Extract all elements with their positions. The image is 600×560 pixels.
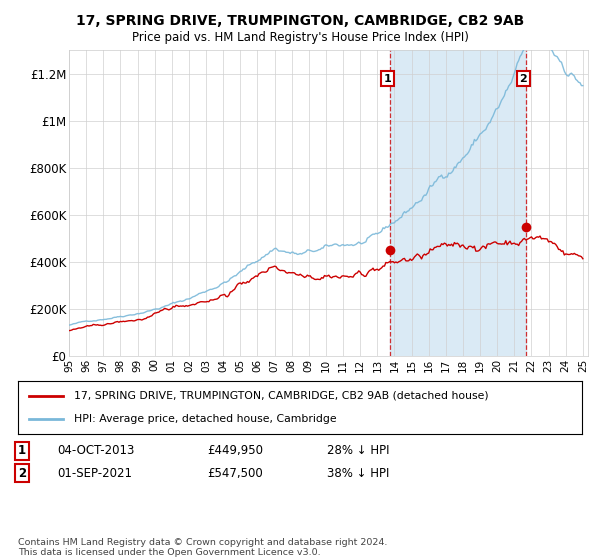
- Text: 2: 2: [18, 466, 26, 480]
- Text: 17, SPRING DRIVE, TRUMPINGTON, CAMBRIDGE, CB2 9AB: 17, SPRING DRIVE, TRUMPINGTON, CAMBRIDGE…: [76, 14, 524, 28]
- Text: 1: 1: [18, 444, 26, 458]
- Text: 01-SEP-2021: 01-SEP-2021: [57, 466, 132, 480]
- Bar: [390, 50, 526, 356]
- Text: HPI: Average price, detached house, Cambridge: HPI: Average price, detached house, Camb…: [74, 414, 337, 424]
- Text: 38% ↓ HPI: 38% ↓ HPI: [327, 466, 389, 480]
- Text: 17, SPRING DRIVE, TRUMPINGTON, CAMBRIDGE, CB2 9AB (detached house): 17, SPRING DRIVE, TRUMPINGTON, CAMBRIDGE…: [74, 391, 489, 401]
- Text: 1: 1: [384, 73, 391, 83]
- Text: Price paid vs. HM Land Registry's House Price Index (HPI): Price paid vs. HM Land Registry's House …: [131, 31, 469, 44]
- Text: 28% ↓ HPI: 28% ↓ HPI: [327, 444, 389, 458]
- Text: £449,950: £449,950: [207, 444, 263, 458]
- Text: 04-OCT-2013: 04-OCT-2013: [57, 444, 134, 458]
- Text: Contains HM Land Registry data © Crown copyright and database right 2024.
This d: Contains HM Land Registry data © Crown c…: [18, 538, 388, 557]
- Text: £547,500: £547,500: [207, 466, 263, 480]
- Text: 2: 2: [520, 73, 527, 83]
